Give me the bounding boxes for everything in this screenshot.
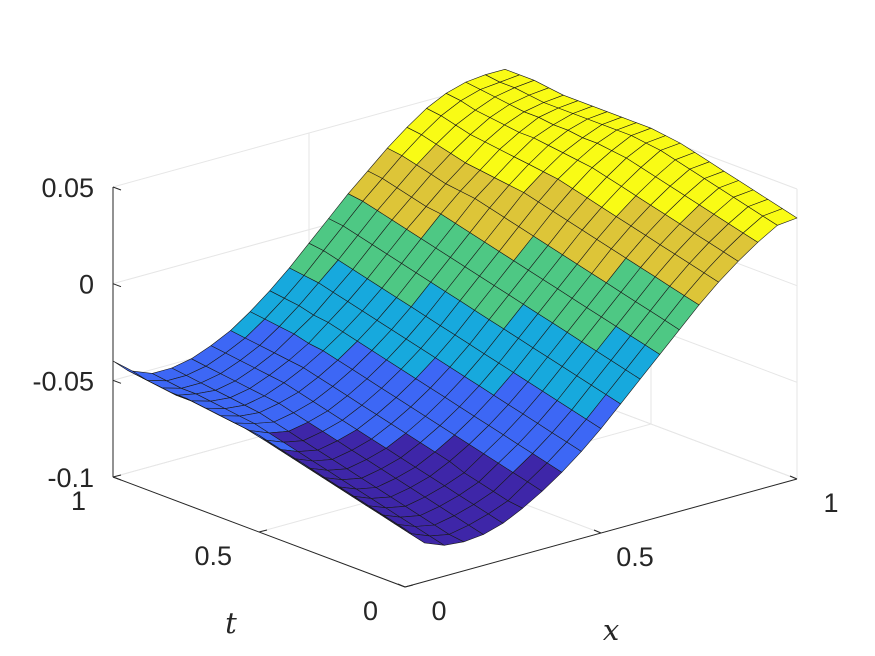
x-axis-label: x <box>603 613 619 647</box>
t-tick-label: 1 <box>71 486 86 516</box>
x-tick-label: 0.5 <box>616 542 654 572</box>
t-tick-label: 0 <box>363 596 378 626</box>
tick-labels: 0 0.5 1 0 0.5 1 0.05 0 -0.05 -0.1 <box>32 173 838 626</box>
z-tick-label: -0.1 <box>47 463 94 493</box>
z-tick <box>112 379 122 384</box>
surface-mesh <box>112 69 798 546</box>
z-tick <box>112 283 122 288</box>
x-tick-label: 1 <box>823 488 838 518</box>
x-tick <box>593 529 602 534</box>
t-axis-label: t <box>225 606 237 640</box>
z-tick-label: 0.05 <box>41 173 94 203</box>
x-tick <box>397 583 406 588</box>
t-tick <box>258 529 268 533</box>
t-tick-label: 0.5 <box>194 541 232 571</box>
z-tick <box>112 186 122 191</box>
x-tick-label: 0 <box>431 596 446 626</box>
surface-face <box>762 208 798 226</box>
z-tick <box>112 476 122 481</box>
t-tick <box>112 474 122 478</box>
z-tick-label: 0 <box>79 270 94 300</box>
t-tick <box>404 584 414 588</box>
z-tick-label: -0.05 <box>32 366 94 396</box>
x-tick <box>789 475 798 480</box>
